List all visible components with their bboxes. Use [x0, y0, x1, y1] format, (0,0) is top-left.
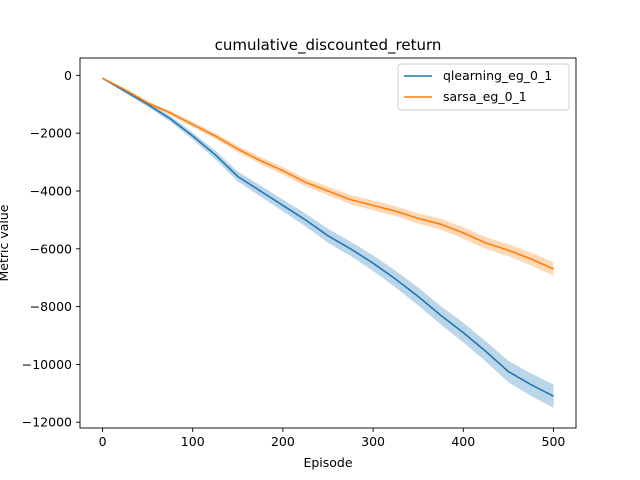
- plot-frame: [79, 57, 577, 429]
- legend: qlearning_eg_0_1 sarsa_eg_0_1: [397, 63, 570, 111]
- y-tick-label: −8000: [30, 299, 72, 314]
- legend-label-sarsa: sarsa_eg_0_1: [443, 89, 527, 104]
- x-axis-ticks: 0 100 200 300 400 500: [99, 428, 566, 449]
- series-lines: [102, 77, 554, 397]
- series-line-sarsa_eg_0_1: [102, 77, 554, 270]
- legend-box: [397, 63, 570, 111]
- x-axis-label: Episode: [303, 455, 352, 470]
- y-tick-label: 0: [64, 68, 72, 83]
- y-tick-label: −10000: [22, 357, 72, 372]
- y-tick-label: −6000: [30, 241, 72, 256]
- x-tick-label: 0: [99, 434, 107, 449]
- y-axis-label: Metric value: [0, 204, 11, 281]
- x-tick-label: 400: [451, 434, 475, 449]
- x-tick-label: 100: [181, 434, 205, 449]
- series-line-qlearning_eg_0_1: [102, 77, 554, 397]
- x-tick-label: 500: [542, 434, 566, 449]
- y-tick-label: −2000: [30, 126, 72, 141]
- y-axis-ticks: 0 −2000 −4000 −6000 −8000 −10000 −12000: [22, 68, 80, 430]
- x-tick-label: 300: [361, 434, 385, 449]
- confidence-bands: [102, 77, 554, 408]
- legend-label-qlearning: qlearning_eg_0_1: [443, 68, 552, 83]
- x-tick-label: 200: [271, 434, 295, 449]
- y-tick-label: −4000: [30, 183, 72, 198]
- chart-title: cumulative_discounted_return: [215, 36, 442, 55]
- band-sarsa_eg_0_1: [102, 77, 554, 276]
- y-tick-label: −12000: [22, 415, 72, 430]
- band-qlearning_eg_0_1: [102, 77, 554, 408]
